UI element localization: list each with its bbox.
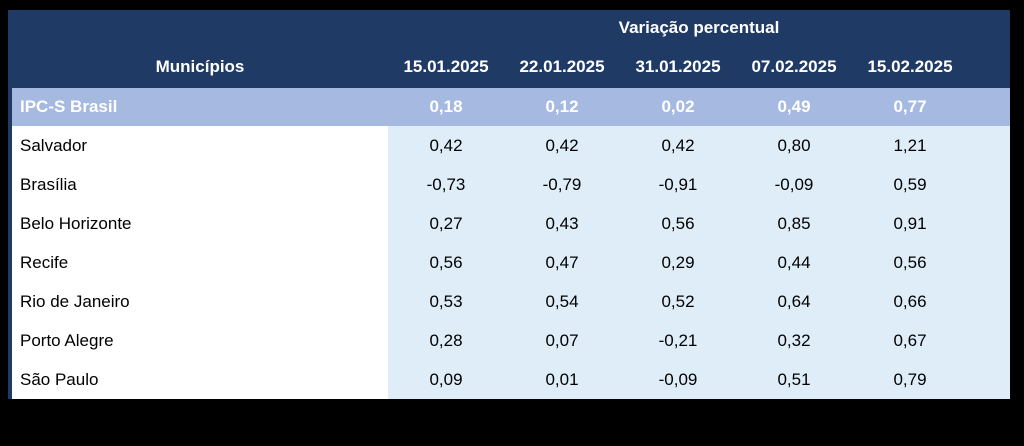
value-cell: -0,09 bbox=[736, 165, 852, 204]
ipcs-value-3: 0,02 bbox=[661, 97, 695, 116]
municipality-label: Rio de Janeiro bbox=[12, 282, 388, 321]
ipcs-value-1: 0,18 bbox=[429, 97, 463, 116]
group-header-title: Variação percentual bbox=[618, 18, 780, 37]
value-cell: 0,43 bbox=[504, 204, 620, 243]
municipality-label: Belo Horizonte bbox=[12, 204, 388, 243]
column-header-row: Municípios 15.01.2025 22.01.2025 31.01.2… bbox=[12, 46, 1010, 88]
ipcs-variation-table: Variação percentual Municípios 15.01.202… bbox=[8, 10, 1010, 399]
value-cell: 0,47 bbox=[504, 243, 620, 282]
municipality-label: Porto Alegre bbox=[12, 321, 388, 360]
value-cell: 0,79 bbox=[852, 360, 968, 399]
table-row: Rio de Janeiro 0,53 0,54 0,52 0,64 0,66 bbox=[12, 282, 1010, 321]
row-tail-spacer bbox=[968, 165, 1010, 204]
table-row-ipcs-brasil: IPC-S Brasil 0,18 0,12 0,02 0,49 0,77 bbox=[12, 88, 1010, 126]
row-tail-spacer bbox=[968, 88, 1010, 126]
municipality-label: São Paulo bbox=[12, 360, 388, 399]
value-cell: 0,67 bbox=[852, 321, 968, 360]
ipcs-value-4: 0,49 bbox=[777, 97, 811, 116]
ipcs-value-5: 0,77 bbox=[893, 97, 927, 116]
value-cell: 0,29 bbox=[620, 243, 736, 282]
municipality-label: Salvador bbox=[12, 126, 388, 165]
value-cell: 0,56 bbox=[620, 204, 736, 243]
value-cell: 0,42 bbox=[388, 126, 504, 165]
column-header-date-4: 07.02.2025 bbox=[751, 57, 837, 76]
municipality-label: Recife bbox=[12, 243, 388, 282]
row-label-ipcs-brasil: IPC-S Brasil bbox=[20, 97, 118, 116]
row-tail-spacer bbox=[968, 204, 1010, 243]
group-header-spacer bbox=[12, 10, 388, 46]
value-cell: 0,54 bbox=[504, 282, 620, 321]
value-cell: 0,52 bbox=[620, 282, 736, 321]
value-cell: 0,59 bbox=[852, 165, 968, 204]
value-cell: 0,32 bbox=[736, 321, 852, 360]
value-cell: 0,01 bbox=[504, 360, 620, 399]
value-cell: 1,21 bbox=[852, 126, 968, 165]
row-tail-spacer bbox=[968, 243, 1010, 282]
column-header-municipios: Municípios bbox=[155, 57, 245, 76]
value-cell: 0,85 bbox=[736, 204, 852, 243]
value-cell: -0,73 bbox=[388, 165, 504, 204]
value-cell: 0,56 bbox=[852, 243, 968, 282]
value-cell: 0,80 bbox=[736, 126, 852, 165]
value-cell: 0,66 bbox=[852, 282, 968, 321]
row-tail-spacer bbox=[968, 360, 1010, 399]
value-cell: -0,21 bbox=[620, 321, 736, 360]
ipcs-value-2: 0,12 bbox=[545, 97, 579, 116]
value-cell: -0,09 bbox=[620, 360, 736, 399]
value-cell: 0,28 bbox=[388, 321, 504, 360]
column-header-date-2: 22.01.2025 bbox=[519, 57, 605, 76]
value-cell: -0,79 bbox=[504, 165, 620, 204]
value-cell: 0,07 bbox=[504, 321, 620, 360]
row-tail-spacer bbox=[968, 321, 1010, 360]
table-row: Brasília -0,73 -0,79 -0,91 -0,09 0,59 bbox=[12, 165, 1010, 204]
value-cell: 0,91 bbox=[852, 204, 968, 243]
table-row: Porto Alegre 0,28 0,07 -0,21 0,32 0,67 bbox=[12, 321, 1010, 360]
value-cell: 0,64 bbox=[736, 282, 852, 321]
value-cell: 0,42 bbox=[620, 126, 736, 165]
value-cell: 0,09 bbox=[388, 360, 504, 399]
value-cell: 0,53 bbox=[388, 282, 504, 321]
header-tail-spacer bbox=[968, 46, 1010, 88]
group-header-row: Variação percentual bbox=[12, 10, 1010, 46]
municipality-rows: Salvador 0,42 0,42 0,42 0,80 1,21 Brasíl… bbox=[12, 126, 1010, 399]
value-cell: 0,27 bbox=[388, 204, 504, 243]
value-cell: 0,42 bbox=[504, 126, 620, 165]
row-tail-spacer bbox=[968, 282, 1010, 321]
value-cell: 0,44 bbox=[736, 243, 852, 282]
table-row: Salvador 0,42 0,42 0,42 0,80 1,21 bbox=[12, 126, 1010, 165]
column-header-date-3: 31.01.2025 bbox=[635, 57, 721, 76]
column-header-date-1: 15.01.2025 bbox=[403, 57, 489, 76]
column-header-date-5: 15.02.2025 bbox=[867, 57, 953, 76]
municipality-label: Brasília bbox=[12, 165, 388, 204]
table-row: Recife 0,56 0,47 0,29 0,44 0,56 bbox=[12, 243, 1010, 282]
row-tail-spacer bbox=[968, 126, 1010, 165]
value-cell: 0,56 bbox=[388, 243, 504, 282]
value-cell: 0,51 bbox=[736, 360, 852, 399]
value-cell: -0,91 bbox=[620, 165, 736, 204]
table-row: Belo Horizonte 0,27 0,43 0,56 0,85 0,91 bbox=[12, 204, 1010, 243]
table-row: São Paulo 0,09 0,01 -0,09 0,51 0,79 bbox=[12, 360, 1010, 399]
